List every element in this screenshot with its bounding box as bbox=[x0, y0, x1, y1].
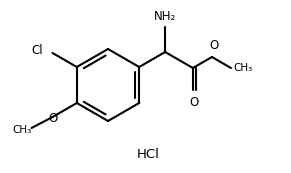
Text: NH₂: NH₂ bbox=[154, 10, 176, 23]
Text: O: O bbox=[189, 96, 198, 109]
Text: Cl: Cl bbox=[31, 43, 42, 57]
Text: CH₃: CH₃ bbox=[233, 63, 253, 73]
Text: O: O bbox=[209, 39, 219, 52]
Text: O: O bbox=[48, 112, 57, 125]
Text: CH₃: CH₃ bbox=[12, 125, 31, 135]
Text: HCl: HCl bbox=[136, 148, 159, 162]
